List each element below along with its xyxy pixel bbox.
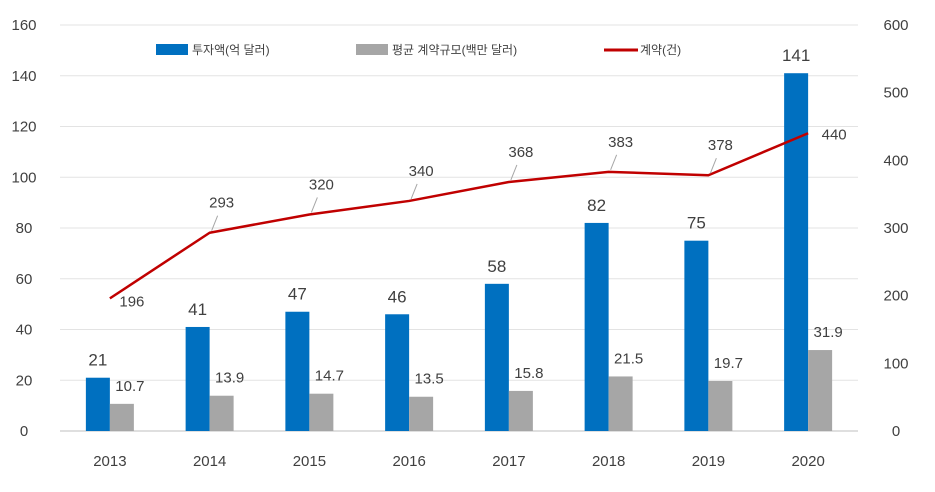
- x-tick-label: 2016: [392, 453, 425, 470]
- y-left-tick-label: 160: [11, 17, 36, 34]
- investment-bar: [684, 240, 709, 431]
- x-axis: 2013 2014 2015 2016 2017 2018 2019 2020: [93, 453, 825, 470]
- y-right-tick-label: 400: [883, 152, 908, 169]
- line-label-leader: [310, 197, 318, 213]
- investment-data-label: 47: [288, 285, 307, 304]
- contract-line: [109, 132, 809, 300]
- y-left-tick-label: 120: [11, 119, 36, 136]
- y-left-tick-label: 40: [16, 322, 33, 339]
- investment-data-label: 46: [388, 287, 407, 306]
- line-label-leader: [211, 215, 219, 231]
- investment-bar: [385, 314, 410, 431]
- line-label-leader: [610, 154, 618, 171]
- avg-contract-size-data-label: 31.9: [814, 324, 843, 341]
- avg-contract-size-bar: [409, 396, 434, 431]
- contract-count-data-label: 378: [708, 137, 733, 154]
- contract-line-series: [109, 132, 809, 300]
- bars: [85, 73, 833, 432]
- x-tick-label: 2015: [293, 453, 326, 470]
- right-axis: 0 100 200 300 400 500 600: [883, 17, 908, 440]
- x-tick-label: 2019: [692, 453, 725, 470]
- investment-bar: [484, 283, 509, 431]
- x-tick-label: 2020: [791, 453, 824, 470]
- y-right-tick-label: 500: [883, 85, 908, 102]
- contract-count-data-label: 440: [822, 126, 847, 143]
- legend-swatch-investment: [156, 44, 188, 55]
- y-right-tick-label: 100: [883, 355, 908, 372]
- avg-contract-size-bar: [209, 395, 234, 431]
- investment-data-label: 21: [88, 351, 107, 370]
- x-tick-label: 2013: [93, 453, 126, 470]
- left-axis: 0 20 40 60 80 100 120 140 160: [11, 17, 36, 440]
- x-tick-label: 2014: [193, 453, 226, 470]
- y-left-tick-label: 80: [16, 220, 33, 237]
- investment-data-label: 75: [687, 214, 706, 233]
- investment-bar: [185, 326, 210, 431]
- y-left-tick-label: 20: [16, 372, 33, 389]
- avg-contract-size-data-label: 10.7: [115, 378, 144, 395]
- investment-bar: [584, 222, 609, 431]
- line-label-leader: [709, 158, 717, 174]
- x-tick-label: 2018: [592, 453, 625, 470]
- investment-data-label: 41: [188, 300, 207, 319]
- legend-label-investment: 투자액(억 달러): [192, 43, 270, 57]
- avg-contract-size-bar: [109, 403, 134, 431]
- contract-count-data-label: 383: [608, 134, 633, 151]
- x-tick-label: 2017: [492, 453, 525, 470]
- investment-bar: [784, 73, 809, 432]
- investment-data-label: 58: [487, 257, 506, 276]
- line-label-leader: [510, 164, 518, 181]
- legend-label-contract-count: 계약(건): [640, 42, 681, 57]
- y-left-tick-label: 0: [20, 423, 28, 440]
- avg-contract-size-data-label: 13.5: [415, 371, 444, 388]
- avg-contract-size-data-label: 13.9: [215, 370, 244, 387]
- line-label-leader: [410, 183, 418, 200]
- legend-label-avg-contract-size: 평균 계약규모(백만 달러): [392, 42, 517, 57]
- y-right-tick-label: 200: [883, 288, 908, 305]
- y-left-tick-label: 60: [16, 271, 33, 288]
- y-left-tick-label: 140: [11, 68, 36, 85]
- legend-swatch-avg-contract-size: [356, 44, 388, 55]
- avg-contract-size-bar: [708, 381, 733, 431]
- contract-count-data-label: 320: [309, 176, 334, 193]
- avg-contract-size-bar: [309, 393, 334, 431]
- y-right-tick-label: 300: [883, 220, 908, 237]
- investment-bar: [85, 377, 110, 431]
- avg-contract-size-bar: [508, 390, 533, 431]
- investment-bar: [285, 311, 310, 431]
- legend: 투자액(억 달러) 평균 계약규모(백만 달러) 계약(건): [156, 42, 681, 57]
- investment-data-label: 82: [587, 196, 606, 215]
- contract-count-data-label: 340: [409, 163, 434, 180]
- contract-count-data-label: 196: [119, 293, 144, 310]
- avg-contract-size-data-label: 21.5: [614, 350, 643, 367]
- avg-contract-size-bar: [608, 376, 633, 431]
- y-right-tick-label: 0: [892, 423, 900, 440]
- contract-count-data-label: 293: [209, 195, 234, 212]
- y-right-tick-label: 600: [883, 17, 908, 34]
- avg-contract-size-data-label: 19.7: [714, 355, 743, 372]
- avg-contract-size-data-label: 15.8: [514, 365, 543, 382]
- avg-contract-size-data-label: 14.7: [315, 368, 344, 385]
- investment-data-label: 141: [782, 46, 810, 65]
- avg-contract-size-bar: [808, 350, 833, 431]
- contract-count-data-label: 368: [508, 144, 533, 161]
- data-labels: 21 10.7 41 13.9 47 14.7 46 13.5 58 15.8 82 21.5 75 19…: [88, 46, 846, 395]
- y-left-tick-label: 100: [11, 169, 36, 186]
